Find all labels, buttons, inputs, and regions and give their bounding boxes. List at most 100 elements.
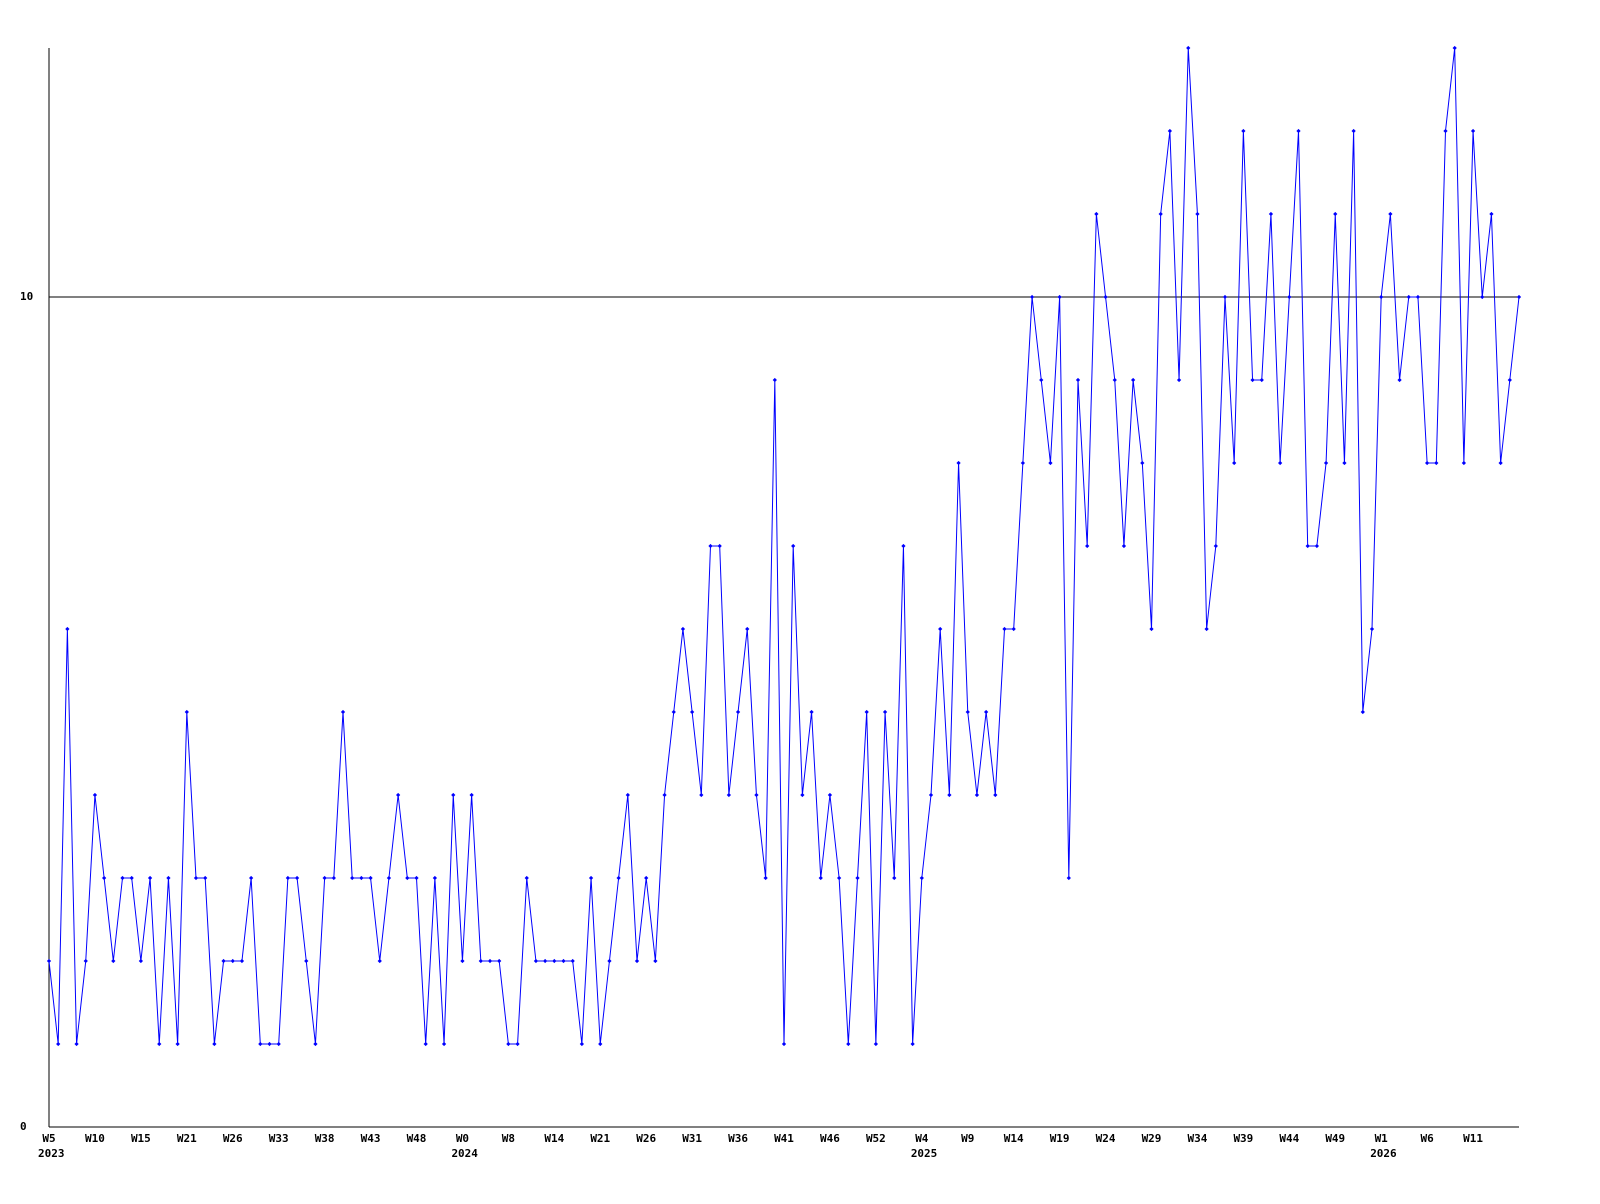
- data-point: [386, 875, 392, 881]
- data-point: [65, 626, 70, 632]
- x-tick-label: W39: [1233, 1132, 1253, 1145]
- data-point: [644, 875, 649, 881]
- data-point: [993, 792, 998, 798]
- data-point: [1213, 543, 1218, 549]
- data-point: [984, 709, 989, 715]
- data-point: [919, 875, 924, 881]
- data-point: [1222, 294, 1228, 300]
- data-point: [432, 875, 437, 881]
- data-point: [83, 958, 88, 964]
- data-point: [579, 1041, 584, 1047]
- data-point: [910, 1041, 915, 1047]
- x-tick-label: W8: [502, 1132, 515, 1145]
- data-point: [1323, 460, 1329, 466]
- x-tick-label: W15: [131, 1132, 151, 1145]
- data-point: [607, 958, 612, 964]
- x-tick-label: W0: [456, 1132, 469, 1145]
- data-point: [680, 626, 686, 632]
- data-point: [285, 875, 290, 881]
- data-point: [1057, 294, 1062, 300]
- data-point: [249, 875, 254, 881]
- data-point: [129, 875, 134, 881]
- data-point: [1415, 294, 1421, 300]
- data-point: [598, 1041, 603, 1047]
- x-tick-label: W10: [85, 1132, 105, 1145]
- data-point: [726, 792, 731, 798]
- data-point: [441, 1041, 447, 1047]
- data-point: [1112, 377, 1117, 383]
- data-point: [634, 958, 640, 964]
- data-point: [258, 1041, 263, 1047]
- data-point: [1039, 377, 1044, 383]
- data-point: [469, 792, 474, 798]
- x-tick-label: W14: [1004, 1132, 1024, 1145]
- data-point: [1259, 377, 1264, 383]
- data-point: [460, 958, 465, 964]
- data-point: [184, 709, 189, 715]
- data-point: [377, 958, 382, 964]
- data-point: [846, 1041, 851, 1047]
- data-point: [1360, 709, 1365, 715]
- data-point: [892, 875, 897, 881]
- data-point: [882, 709, 888, 715]
- x-tick-label: W33: [269, 1132, 289, 1145]
- data-point: [203, 875, 208, 881]
- x-tick-label: W31: [682, 1132, 702, 1145]
- x-tick-label: W29: [1142, 1132, 1162, 1145]
- data-point: [1425, 460, 1430, 466]
- data-point: [1397, 377, 1402, 383]
- data-point: [1287, 294, 1292, 300]
- data-point: [267, 1041, 272, 1047]
- data-point: [873, 1041, 878, 1047]
- x-tick-label: W21: [177, 1132, 197, 1145]
- data-point: [1232, 460, 1237, 466]
- data-point: [147, 875, 153, 881]
- data-point: [515, 1041, 520, 1047]
- x-tick-label: W43: [361, 1132, 381, 1145]
- data-point: [451, 792, 456, 798]
- data-point: [487, 958, 493, 964]
- data-point: [1085, 543, 1090, 549]
- x-tick-label: W26: [223, 1132, 243, 1145]
- data-point: [175, 1041, 180, 1047]
- data-point: [304, 958, 309, 964]
- data-point: [662, 792, 667, 798]
- data-point: [111, 958, 116, 964]
- x-tick-label: W38: [315, 1132, 335, 1145]
- data-point: [212, 1041, 217, 1047]
- data-point: [763, 875, 768, 881]
- x-tick-label: W46: [820, 1132, 840, 1145]
- data-point: [588, 875, 594, 881]
- data-point: [322, 875, 327, 881]
- data-point: [938, 626, 943, 632]
- data-point: [239, 958, 245, 964]
- data-point: [735, 709, 741, 715]
- data-point: [708, 543, 713, 549]
- x-year-label: 2025: [911, 1147, 938, 1160]
- data-point: [717, 543, 722, 549]
- data-point: [791, 543, 796, 549]
- x-tick-label: W52: [866, 1132, 886, 1145]
- x-tick-label: W19: [1050, 1132, 1070, 1145]
- data-point: [1342, 460, 1347, 466]
- data-point: [837, 875, 842, 881]
- data-point: [1406, 294, 1411, 300]
- x-tick-label: W44: [1279, 1132, 1299, 1145]
- data-point: [340, 709, 346, 715]
- data-point: [616, 875, 621, 881]
- data-point: [1002, 626, 1007, 632]
- data-point: [1333, 211, 1338, 217]
- x-tick-label: W4: [915, 1132, 929, 1145]
- x-tick-label: W14: [544, 1132, 564, 1145]
- data-point: [754, 792, 759, 798]
- data-point: [1388, 211, 1393, 217]
- x-tick-label: W49: [1325, 1132, 1345, 1145]
- data-point: [1048, 460, 1053, 466]
- data-point: [221, 958, 226, 964]
- data-point: [1241, 128, 1246, 134]
- y-tick-label: 10: [20, 290, 33, 303]
- data-point: [1351, 128, 1356, 134]
- data-point: [1268, 211, 1274, 217]
- data-point: [809, 709, 814, 715]
